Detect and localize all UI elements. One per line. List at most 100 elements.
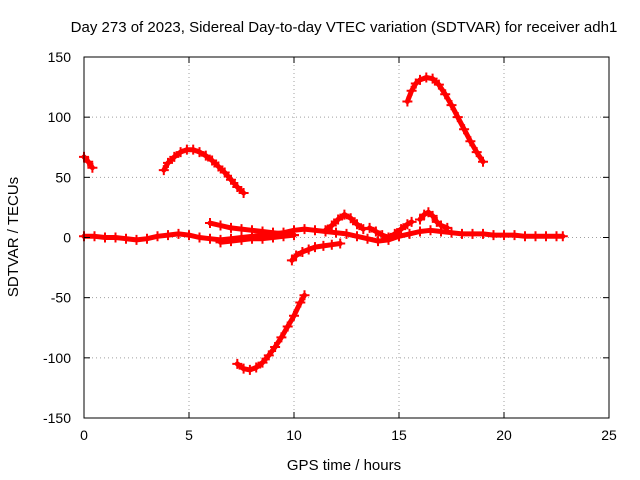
series-arc-3 <box>402 72 488 167</box>
x-tick-label: 0 <box>80 427 88 443</box>
data-point <box>226 236 236 247</box>
data-point <box>383 232 394 243</box>
series-arc-5 <box>286 238 346 266</box>
data-point <box>436 220 446 231</box>
data-point <box>100 232 110 243</box>
data-point <box>530 231 541 242</box>
data-point <box>299 290 310 301</box>
data-point <box>236 234 247 245</box>
data-point <box>402 96 413 107</box>
series-arc-4 <box>232 290 310 375</box>
data-point <box>232 181 243 192</box>
data-point <box>257 357 268 368</box>
data-point <box>295 297 306 308</box>
data-point <box>131 234 142 245</box>
data-point <box>188 144 199 155</box>
data-point <box>320 225 331 236</box>
data-point <box>152 231 163 242</box>
y-axis-label: SDTVAR / TECUs <box>5 177 22 297</box>
data-point <box>238 363 249 374</box>
y-tick-label: 50 <box>55 169 71 185</box>
data-point <box>352 231 362 242</box>
x-tick-label: 20 <box>496 427 512 443</box>
data-point <box>467 228 478 239</box>
data-point <box>226 222 236 233</box>
series-arc-8 <box>215 230 299 248</box>
data-point <box>339 209 350 220</box>
series-arc-10 <box>364 216 417 243</box>
x-tick-label: 10 <box>286 427 302 443</box>
data-point <box>425 225 436 236</box>
y-tick-label: -100 <box>43 350 71 366</box>
data-point <box>364 222 375 233</box>
data-point <box>184 230 194 241</box>
data-point <box>289 310 299 321</box>
data-point <box>326 220 337 231</box>
data-point <box>415 226 425 237</box>
data-point <box>297 246 308 257</box>
data-point <box>282 321 293 332</box>
data-point <box>427 210 438 221</box>
data-point <box>226 174 236 185</box>
data-point <box>270 342 281 353</box>
data-point <box>421 72 432 83</box>
data-point <box>404 228 415 239</box>
data-point <box>263 350 274 361</box>
data-point <box>303 244 314 255</box>
data-point <box>251 362 262 373</box>
data-point <box>194 147 205 158</box>
data-point <box>219 167 230 178</box>
y-tick-label: -150 <box>43 410 71 426</box>
data-point <box>345 213 356 224</box>
data-point <box>557 231 568 242</box>
data-point <box>205 218 215 229</box>
data-point <box>452 112 463 123</box>
data-point <box>276 332 287 343</box>
data-point <box>318 240 329 251</box>
data-point <box>158 165 169 176</box>
data-point <box>238 187 249 198</box>
data-point <box>478 228 488 239</box>
data-point <box>205 233 215 244</box>
data-point <box>236 224 247 235</box>
series-arc-11 <box>415 207 453 233</box>
data-point <box>291 250 302 261</box>
data-point <box>446 100 457 111</box>
data-point <box>194 232 205 243</box>
data-point <box>213 161 224 172</box>
data-point <box>396 224 407 235</box>
x-tick-label: 5 <box>185 427 193 443</box>
data-point <box>352 219 362 230</box>
data-point <box>169 151 180 162</box>
data-point <box>142 233 152 244</box>
data-point <box>373 236 383 247</box>
data-point <box>244 364 255 375</box>
data-point <box>207 155 218 166</box>
data-point <box>163 157 173 168</box>
y-tick-label: -50 <box>51 290 71 306</box>
data-point <box>465 136 476 147</box>
data-point <box>299 224 310 235</box>
x-tick-label: 15 <box>391 427 407 443</box>
data-point <box>289 230 299 241</box>
data-point <box>389 228 400 239</box>
data-point <box>215 220 226 231</box>
data-point <box>459 124 470 135</box>
x-tick-label: 25 <box>601 427 617 443</box>
data-point <box>377 230 388 241</box>
data-point <box>333 214 344 225</box>
data-point <box>326 239 337 250</box>
data-point <box>358 224 369 235</box>
data-point <box>362 233 373 244</box>
x-axis-label: GPS time / hours <box>287 457 401 474</box>
data-point <box>278 231 289 242</box>
data-point <box>478 156 488 167</box>
y-tick-label: 0 <box>63 230 71 246</box>
tick-labels: 0 5 10 15 20 25 -150 -100 -50 0 50 100 150 <box>43 49 617 443</box>
data-point <box>87 162 98 173</box>
data-point <box>268 232 278 243</box>
chart-title: Day 273 of 2023, Sidereal Day-to-day VTE… <box>71 19 618 36</box>
data-point <box>415 74 425 85</box>
data-point <box>520 231 530 242</box>
data-point <box>247 225 257 236</box>
